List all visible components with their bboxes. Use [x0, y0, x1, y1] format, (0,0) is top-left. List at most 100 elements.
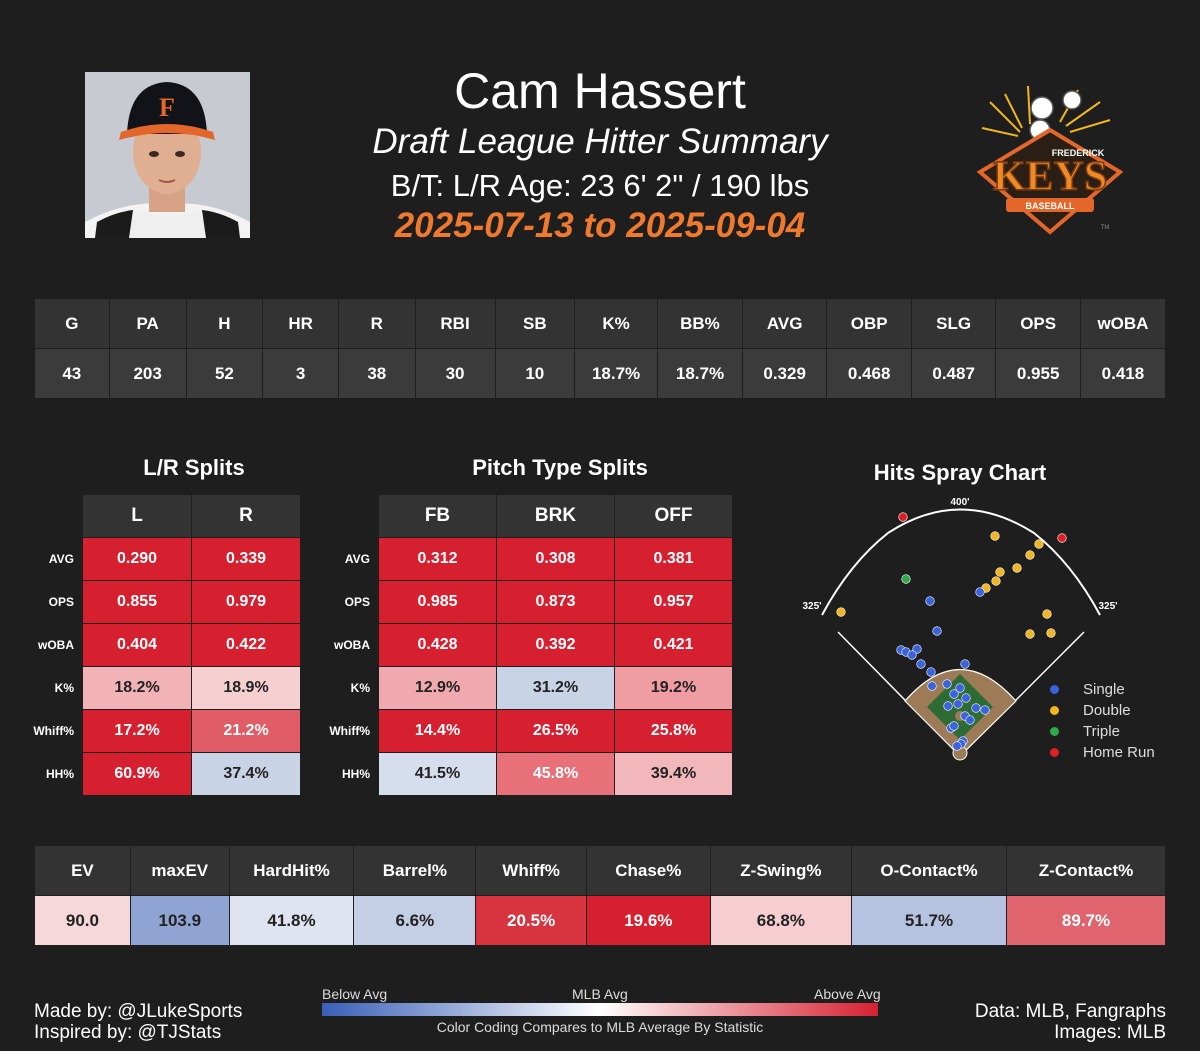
- spray-hit-point: [943, 701, 953, 711]
- legend-above-label: Above Avg: [814, 986, 881, 1002]
- distance-label-left: 325': [802, 601, 821, 612]
- spray-legend-label: Double: [1083, 702, 1131, 719]
- team-logo: FREDERICK KEYS BASEBALL TM: [960, 72, 1140, 242]
- spray-hit-point: [932, 626, 942, 636]
- split-cell: 18.2%: [82, 666, 192, 710]
- lr-splits-title: L/R Splits: [143, 455, 245, 480]
- season-stat-header: BB%: [657, 298, 743, 349]
- spray-hit-point: [975, 587, 985, 597]
- spray-legend-label: Home Run: [1083, 744, 1155, 761]
- season-stat-value: 0.468: [826, 348, 912, 399]
- season-stats-header-row: G PA H HR R RBI SB K% BB% AVG OBP SLG OPS wOBA: [34, 298, 1167, 349]
- report-subtitle: Draft League Hitter Summary: [372, 122, 828, 161]
- season-stat-value: 0.487: [910, 348, 997, 399]
- split-cell: 45.8%: [496, 752, 615, 796]
- split-cell: 12.9%: [378, 666, 497, 710]
- spray-points: [836, 512, 1067, 751]
- split-cell: 0.957: [614, 580, 733, 624]
- advanced-stat-header: maxEV: [129, 845, 230, 896]
- spray-hit-point: [955, 683, 965, 693]
- split-row-label: HH%: [326, 752, 379, 796]
- spray-hit-point: [990, 531, 1000, 541]
- season-stat-header: OPS: [995, 298, 1081, 349]
- season-stat-header: AVG: [741, 298, 828, 349]
- split-cell: 25.8%: [614, 709, 733, 753]
- split-row: K% 18.2% 18.9%: [30, 666, 301, 710]
- spray-hit-point: [965, 715, 975, 725]
- advanced-stat-header: Chase%: [585, 845, 711, 896]
- spray-hit-point: [942, 679, 952, 689]
- legend-mid-label: MLB Avg: [572, 986, 628, 1002]
- split-column-header: FB: [378, 494, 497, 538]
- split-row: AVG 0.290 0.339: [30, 537, 301, 581]
- season-stat-value: 18.7%: [657, 348, 743, 399]
- spray-legend-item: Home Run: [1050, 742, 1155, 763]
- advanced-stat-header: HardHit%: [228, 845, 355, 896]
- season-stat-value: 203: [108, 348, 187, 399]
- player-headshot: F: [85, 72, 250, 238]
- split-column-header: OFF: [614, 494, 733, 538]
- split-row-label: wOBA: [326, 623, 379, 667]
- distance-label-center: 400': [950, 497, 969, 508]
- split-cell: 0.308: [496, 537, 615, 581]
- advanced-stat-value: 90.0: [34, 895, 131, 946]
- spray-hit-point: [927, 681, 937, 691]
- spray-hit-point: [980, 705, 990, 715]
- spray-hit-point: [1046, 628, 1056, 638]
- spray-hit-point: [898, 512, 908, 522]
- split-cell: 18.9%: [191, 666, 301, 710]
- spray-hit-point: [916, 659, 926, 669]
- split-cell: 0.404: [82, 623, 192, 667]
- season-stat-header: SB: [494, 298, 576, 349]
- advanced-stat-value: 6.6%: [353, 895, 477, 946]
- advanced-stat-header: O-Contact%: [850, 845, 1008, 896]
- season-stat-header: H: [185, 298, 264, 349]
- player-bio: B/T: L/R Age: 23 6' 2" / 190 lbs: [390, 168, 810, 203]
- spray-hit-point: [1057, 533, 1067, 543]
- split-cell: 14.4%: [378, 709, 497, 753]
- advanced-stats-value-row: 90.0 103.9 41.8% 6.6% 20.5% 19.6% 68.8% 51.7% 89…: [34, 895, 1166, 946]
- inspired-by: Inspired by: @TJStats: [34, 1022, 222, 1043]
- split-column-header: L: [82, 494, 192, 538]
- corner-cell: [326, 494, 379, 538]
- split-row-label: Whiff%: [326, 709, 379, 753]
- split-row: wOBA 0.428 0.392 0.421: [326, 623, 733, 667]
- split-cell: 0.339: [191, 537, 301, 581]
- season-stat-value: 0.418: [1079, 348, 1167, 399]
- season-stat-header: HR: [262, 298, 340, 349]
- split-cell: 0.422: [191, 623, 301, 667]
- season-stat-header: wOBA: [1079, 298, 1167, 349]
- legend-below-label: Below Avg: [322, 986, 388, 1002]
- season-stat-header: OBP: [826, 298, 912, 349]
- spray-hit-point: [949, 689, 959, 699]
- split-row: OPS 0.985 0.873 0.957: [326, 580, 733, 624]
- advanced-stats-table: EV maxEV HardHit% Barrel% Whiff% Chase% Z-Swin…: [34, 845, 1166, 946]
- season-stat-header: R: [338, 298, 416, 349]
- data-source: Data: MLB, Fangraphs: [974, 1001, 1166, 1022]
- date-range: 2025-07-13 to 2025-09-04: [394, 206, 806, 245]
- season-stat-value: 0.329: [741, 348, 828, 399]
- season-stat-header: SLG: [910, 298, 997, 349]
- split-cell: 0.873: [496, 580, 615, 624]
- spray-hit-point: [971, 703, 981, 713]
- split-row: Whiff% 17.2% 21.2%: [30, 709, 301, 753]
- legend-dot-icon: [1050, 748, 1059, 757]
- split-row-label: AVG: [326, 537, 379, 581]
- split-cell: 19.2%: [614, 666, 733, 710]
- split-cell: 60.9%: [82, 752, 192, 796]
- advanced-stat-value: 41.8%: [228, 895, 355, 946]
- legend-dot-icon: [1050, 685, 1059, 694]
- spray-hit-point: [926, 667, 936, 677]
- spray-legend-label: Single: [1083, 681, 1125, 698]
- season-stat-value: 3: [262, 348, 340, 399]
- spray-hit-point: [952, 741, 962, 751]
- split-row: Whiff% 14.4% 26.5% 25.8%: [326, 709, 733, 753]
- split-cell: 39.4%: [614, 752, 733, 796]
- spray-chart: 400' 325' 325': [802, 497, 1118, 761]
- spray-hit-point: [901, 574, 911, 584]
- spray-hit-point: [995, 567, 1005, 577]
- split-row-label: Whiff%: [30, 709, 83, 753]
- advanced-stat-header: Z-Swing%: [709, 845, 852, 896]
- split-row: wOBA 0.404 0.422: [30, 623, 301, 667]
- split-cell: 0.985: [378, 580, 497, 624]
